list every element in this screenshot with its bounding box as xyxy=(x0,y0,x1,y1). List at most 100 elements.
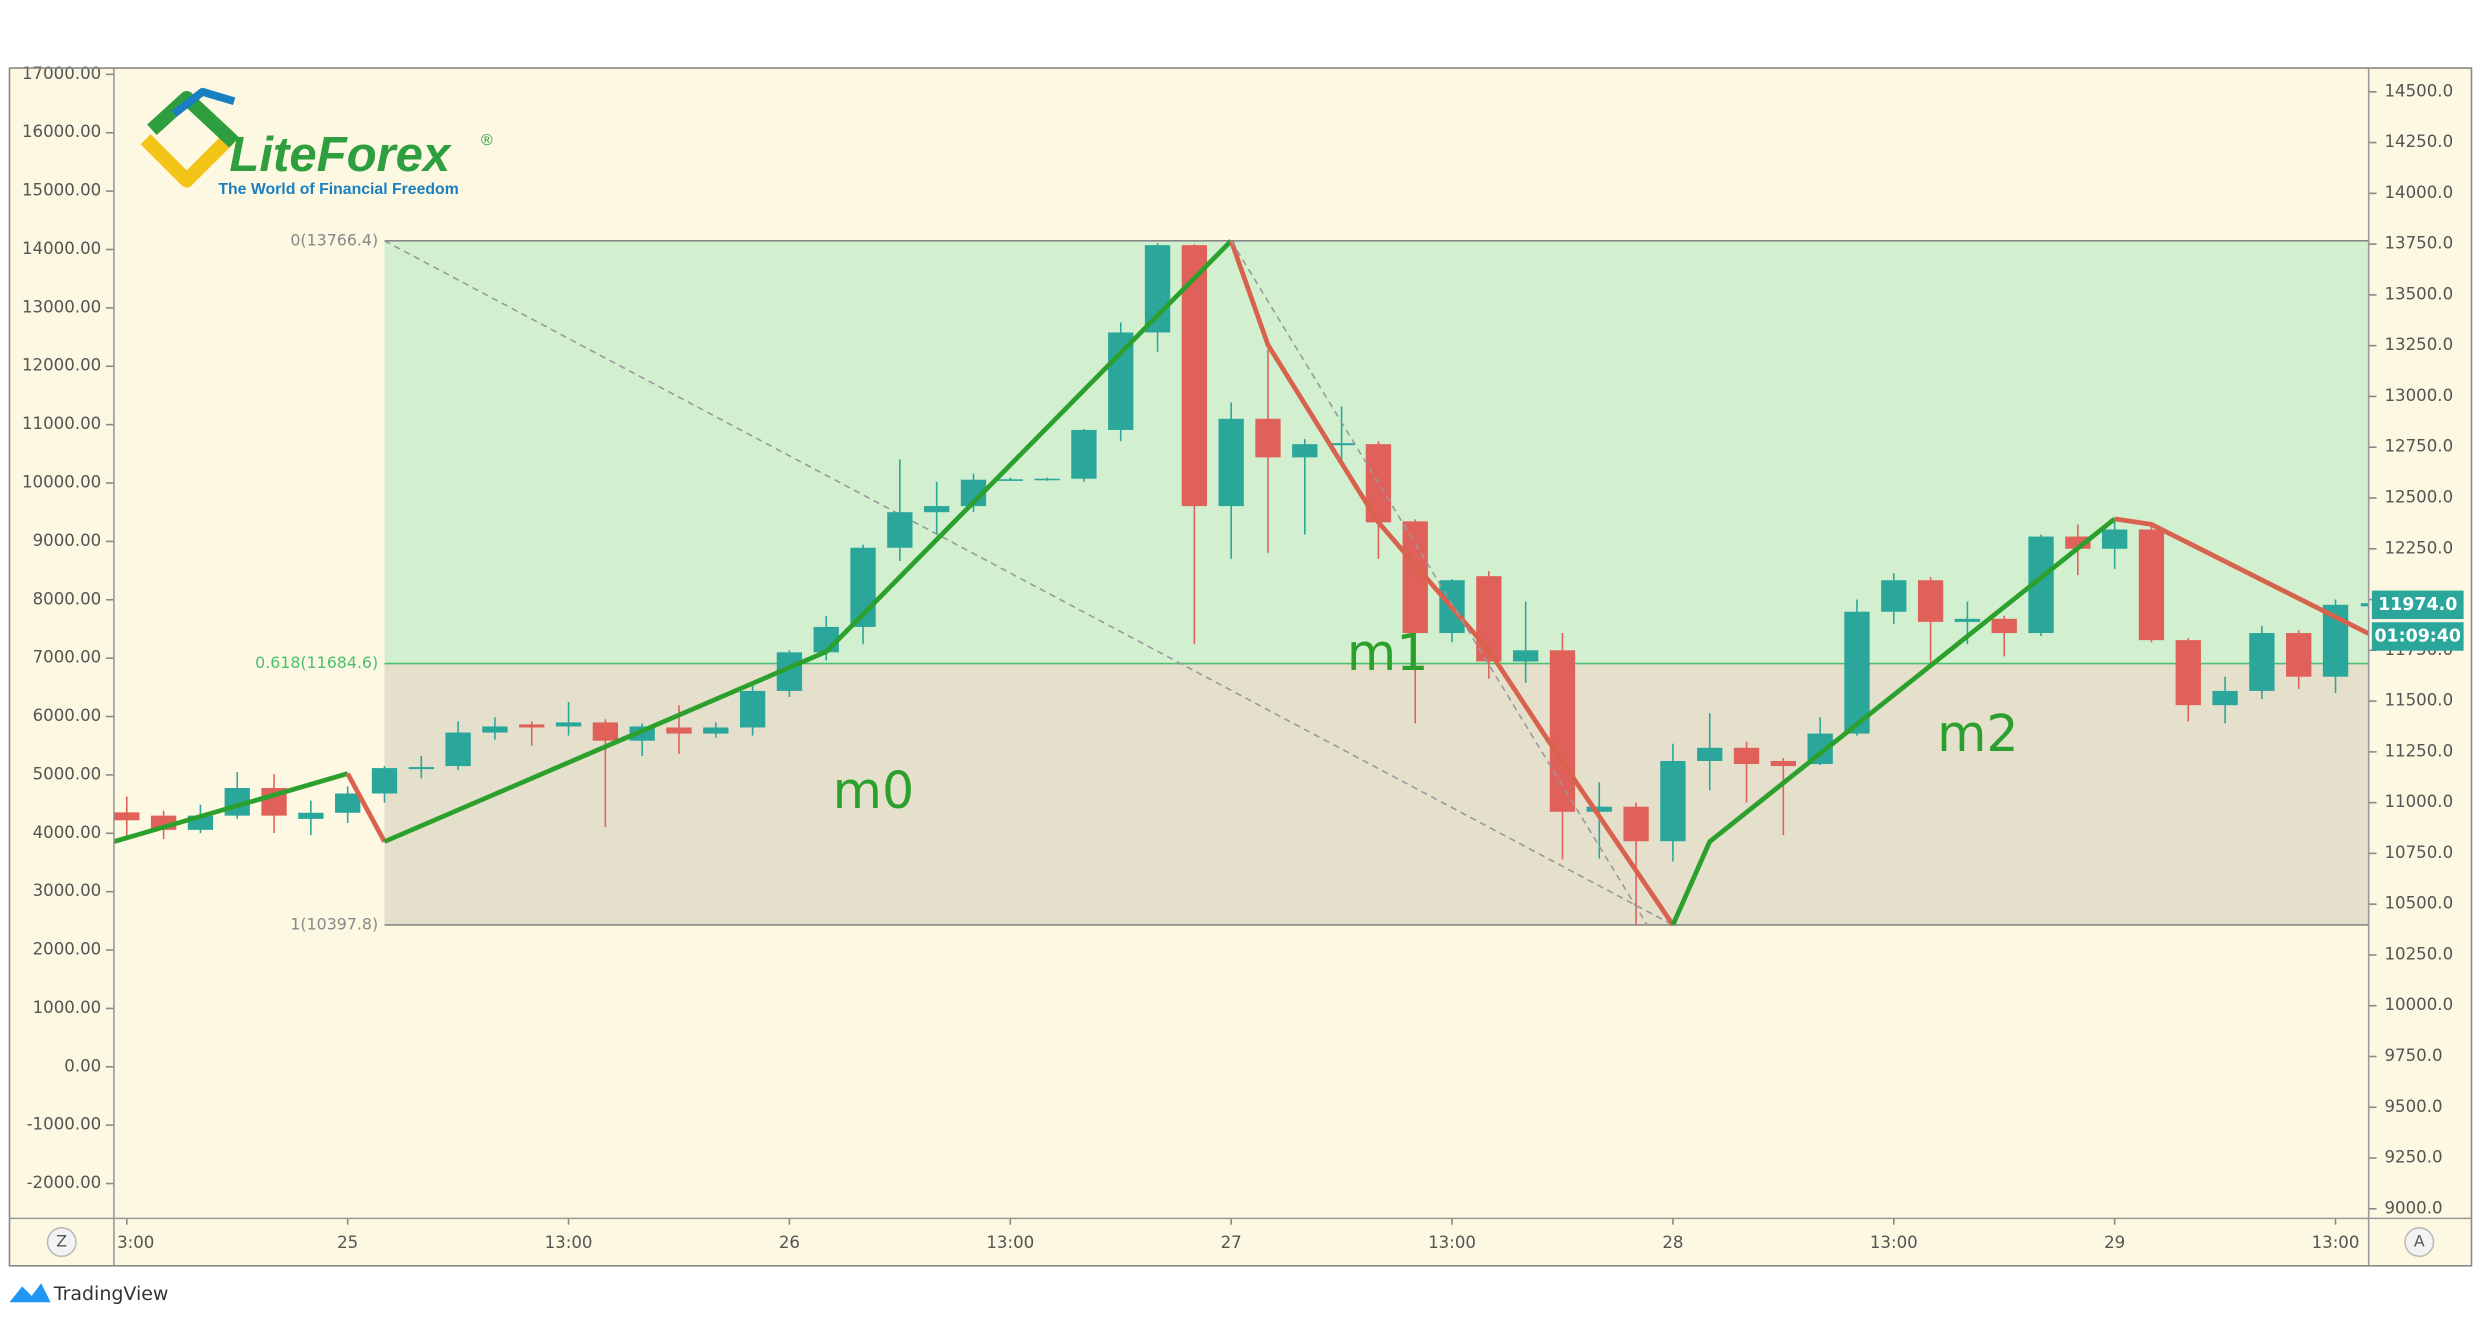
candle-body xyxy=(1623,806,1649,842)
a-button-label[interactable]: A xyxy=(2414,1232,2425,1251)
candle-body xyxy=(555,722,582,727)
y-tick-label: 11250.0 xyxy=(2384,741,2453,760)
logo-icon-green xyxy=(147,90,240,148)
candle-body xyxy=(2249,633,2275,691)
countdown-label: 01:09:40 xyxy=(2374,626,2461,646)
x-tick-label: 13:00 xyxy=(1870,1233,1918,1252)
candle-body xyxy=(924,506,950,513)
candle-body xyxy=(1917,580,1944,622)
footer-text[interactable]: TradingView xyxy=(53,1283,169,1305)
fib-level-label: 1(10397.8) xyxy=(290,914,378,933)
candle-body xyxy=(482,726,508,733)
candle-body xyxy=(519,724,545,728)
candle-body xyxy=(1991,618,2017,634)
candle-body xyxy=(739,690,766,728)
y2-tick-label: -2000.00 xyxy=(27,1173,102,1192)
candle-body xyxy=(2175,640,2201,706)
y2-tick-label: 11000.00 xyxy=(22,414,101,433)
y-tick-label: 9750.0 xyxy=(2384,1046,2442,1065)
zigzag-line xyxy=(2114,516,2369,636)
y2-tick-label: 17000.00 xyxy=(22,64,101,83)
x-tick-label: 3:00 xyxy=(117,1233,154,1252)
x-tick-label: 13:00 xyxy=(1428,1233,1476,1252)
y-tick-label: 14000.0 xyxy=(2384,183,2453,202)
candle-body xyxy=(2286,633,2312,677)
y2-tick-label: 10000.00 xyxy=(22,473,101,492)
fib-level-label: 0(13766.4) xyxy=(290,230,378,249)
logo: LiteForex ® The World of Financial Freed… xyxy=(140,87,493,198)
candle-body xyxy=(1844,611,1870,734)
y-tick-label: 14500.0 xyxy=(2384,81,2453,100)
candle-body xyxy=(408,767,434,770)
annotation: m1 xyxy=(1347,623,1429,682)
zigzag-line xyxy=(1228,240,1675,927)
candle-body xyxy=(2101,529,2128,549)
candle-body xyxy=(1071,429,1097,479)
y2-tick-label: 8000.00 xyxy=(33,589,102,608)
y2-tick-label: 15000.00 xyxy=(22,181,101,200)
candle-body xyxy=(114,812,140,821)
last-price-label: 11974.0 xyxy=(2378,595,2457,615)
zigzag-line xyxy=(113,771,349,844)
z-button[interactable] xyxy=(46,1227,77,1258)
y2-tick-label: 6000.00 xyxy=(33,706,102,725)
candle-body xyxy=(371,768,398,794)
candle-body xyxy=(813,626,839,653)
zigzag-line xyxy=(345,772,387,843)
y2-tick-label: 1000.00 xyxy=(33,998,102,1017)
y-tick-label: 13250.0 xyxy=(2384,335,2453,354)
candle-body xyxy=(666,727,692,734)
candle-body xyxy=(1292,444,1318,458)
y-tick-label: 12250.0 xyxy=(2384,538,2453,557)
y-tick-label: 9250.0 xyxy=(2384,1148,2442,1167)
candle-body xyxy=(997,479,1023,481)
x-tick-label: 26 xyxy=(779,1233,800,1252)
fib-level-label: 0.618(11684.6) xyxy=(255,653,378,672)
y2-tick-label: 7000.00 xyxy=(33,648,102,667)
candle-body xyxy=(445,732,471,767)
y-tick-label: 12500.0 xyxy=(2384,487,2453,506)
y2-tick-label: 4000.00 xyxy=(33,823,102,842)
x-tick-label: 25 xyxy=(337,1233,358,1252)
candle-body xyxy=(1255,418,1281,458)
logo-brand: LiteForex xyxy=(229,128,451,182)
y2-tick-label: 2000.00 xyxy=(33,940,102,959)
logo-registered: ® xyxy=(481,132,493,149)
x-tick-label: 13:00 xyxy=(986,1233,1034,1252)
y2-tick-label: 12000.00 xyxy=(22,356,101,375)
y2-tick-label: 5000.00 xyxy=(33,764,102,783)
candle-body xyxy=(1144,245,1171,333)
candle-body xyxy=(1733,747,1760,765)
y2-tick-label: 3000.00 xyxy=(33,881,102,900)
zigzag-line xyxy=(383,239,1233,844)
x-tick-label: 13:00 xyxy=(2312,1233,2360,1252)
a-button[interactable] xyxy=(2404,1227,2435,1258)
y-tick-label: 13750.0 xyxy=(2384,234,2453,253)
logo-icon-blue xyxy=(171,87,236,118)
y-tick-label: 13000.0 xyxy=(2384,386,2453,405)
x-tick-label: 28 xyxy=(1662,1233,1683,1252)
x-tick-label: 27 xyxy=(1221,1233,1242,1252)
z-button-label[interactable]: Z xyxy=(56,1232,67,1251)
candle-body xyxy=(592,722,619,741)
candle-body xyxy=(1328,443,1355,446)
y-tick-label: 10000.0 xyxy=(2384,995,2453,1014)
candle-body xyxy=(1881,580,1907,612)
candle-body xyxy=(1660,760,1686,842)
chart-frame xyxy=(8,67,2473,1267)
candle-body xyxy=(1034,478,1060,481)
candle-body xyxy=(1586,806,1612,812)
y-tick-label: 12750.0 xyxy=(2384,437,2453,456)
annotation: m2 xyxy=(1937,704,2019,763)
countdown-box xyxy=(2371,622,2464,651)
logo-tagline: The World of Financial Freedom xyxy=(218,181,458,198)
y-tick-label: 10500.0 xyxy=(2384,894,2453,913)
x-tick-label: 29 xyxy=(2104,1233,2125,1252)
y-tick-label: 9000.0 xyxy=(2384,1198,2442,1217)
candle-body xyxy=(1549,650,1576,812)
y-tick-label: 10250.0 xyxy=(2384,944,2453,963)
y-tick-label: 11000.0 xyxy=(2384,792,2453,811)
y-tick-label: 10750.0 xyxy=(2384,843,2453,862)
candle-body xyxy=(2138,529,2165,641)
